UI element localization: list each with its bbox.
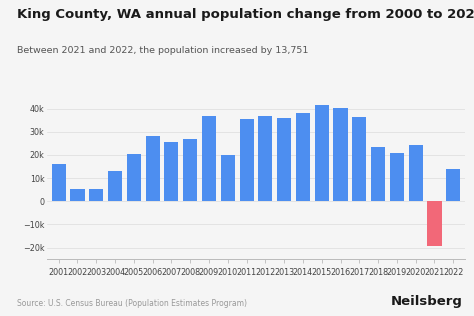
Bar [71,189,84,201]
Bar [352,117,366,201]
Bar [146,137,160,201]
Bar [371,147,385,201]
Bar [202,116,216,201]
Bar [334,107,347,201]
Bar [258,116,273,201]
Text: Neilsberg: Neilsberg [390,295,462,308]
Bar [108,171,122,201]
Text: King County, WA annual population change from 2000 to 2022: King County, WA annual population change… [17,8,474,21]
Bar [221,155,235,201]
Bar [239,119,254,201]
Bar [409,144,423,201]
Bar [296,113,310,201]
Bar [164,142,178,201]
Text: Source: U.S. Census Bureau (Population Estimates Program): Source: U.S. Census Bureau (Population E… [17,299,246,308]
Bar [390,153,404,201]
Bar [183,139,197,201]
Bar [277,118,291,201]
Bar [127,154,141,201]
Bar [315,105,329,201]
Text: Between 2021 and 2022, the population increased by 13,751: Between 2021 and 2022, the population in… [17,46,308,55]
Bar [446,169,460,201]
Bar [89,189,103,201]
Bar [428,201,441,246]
Bar [52,164,66,201]
